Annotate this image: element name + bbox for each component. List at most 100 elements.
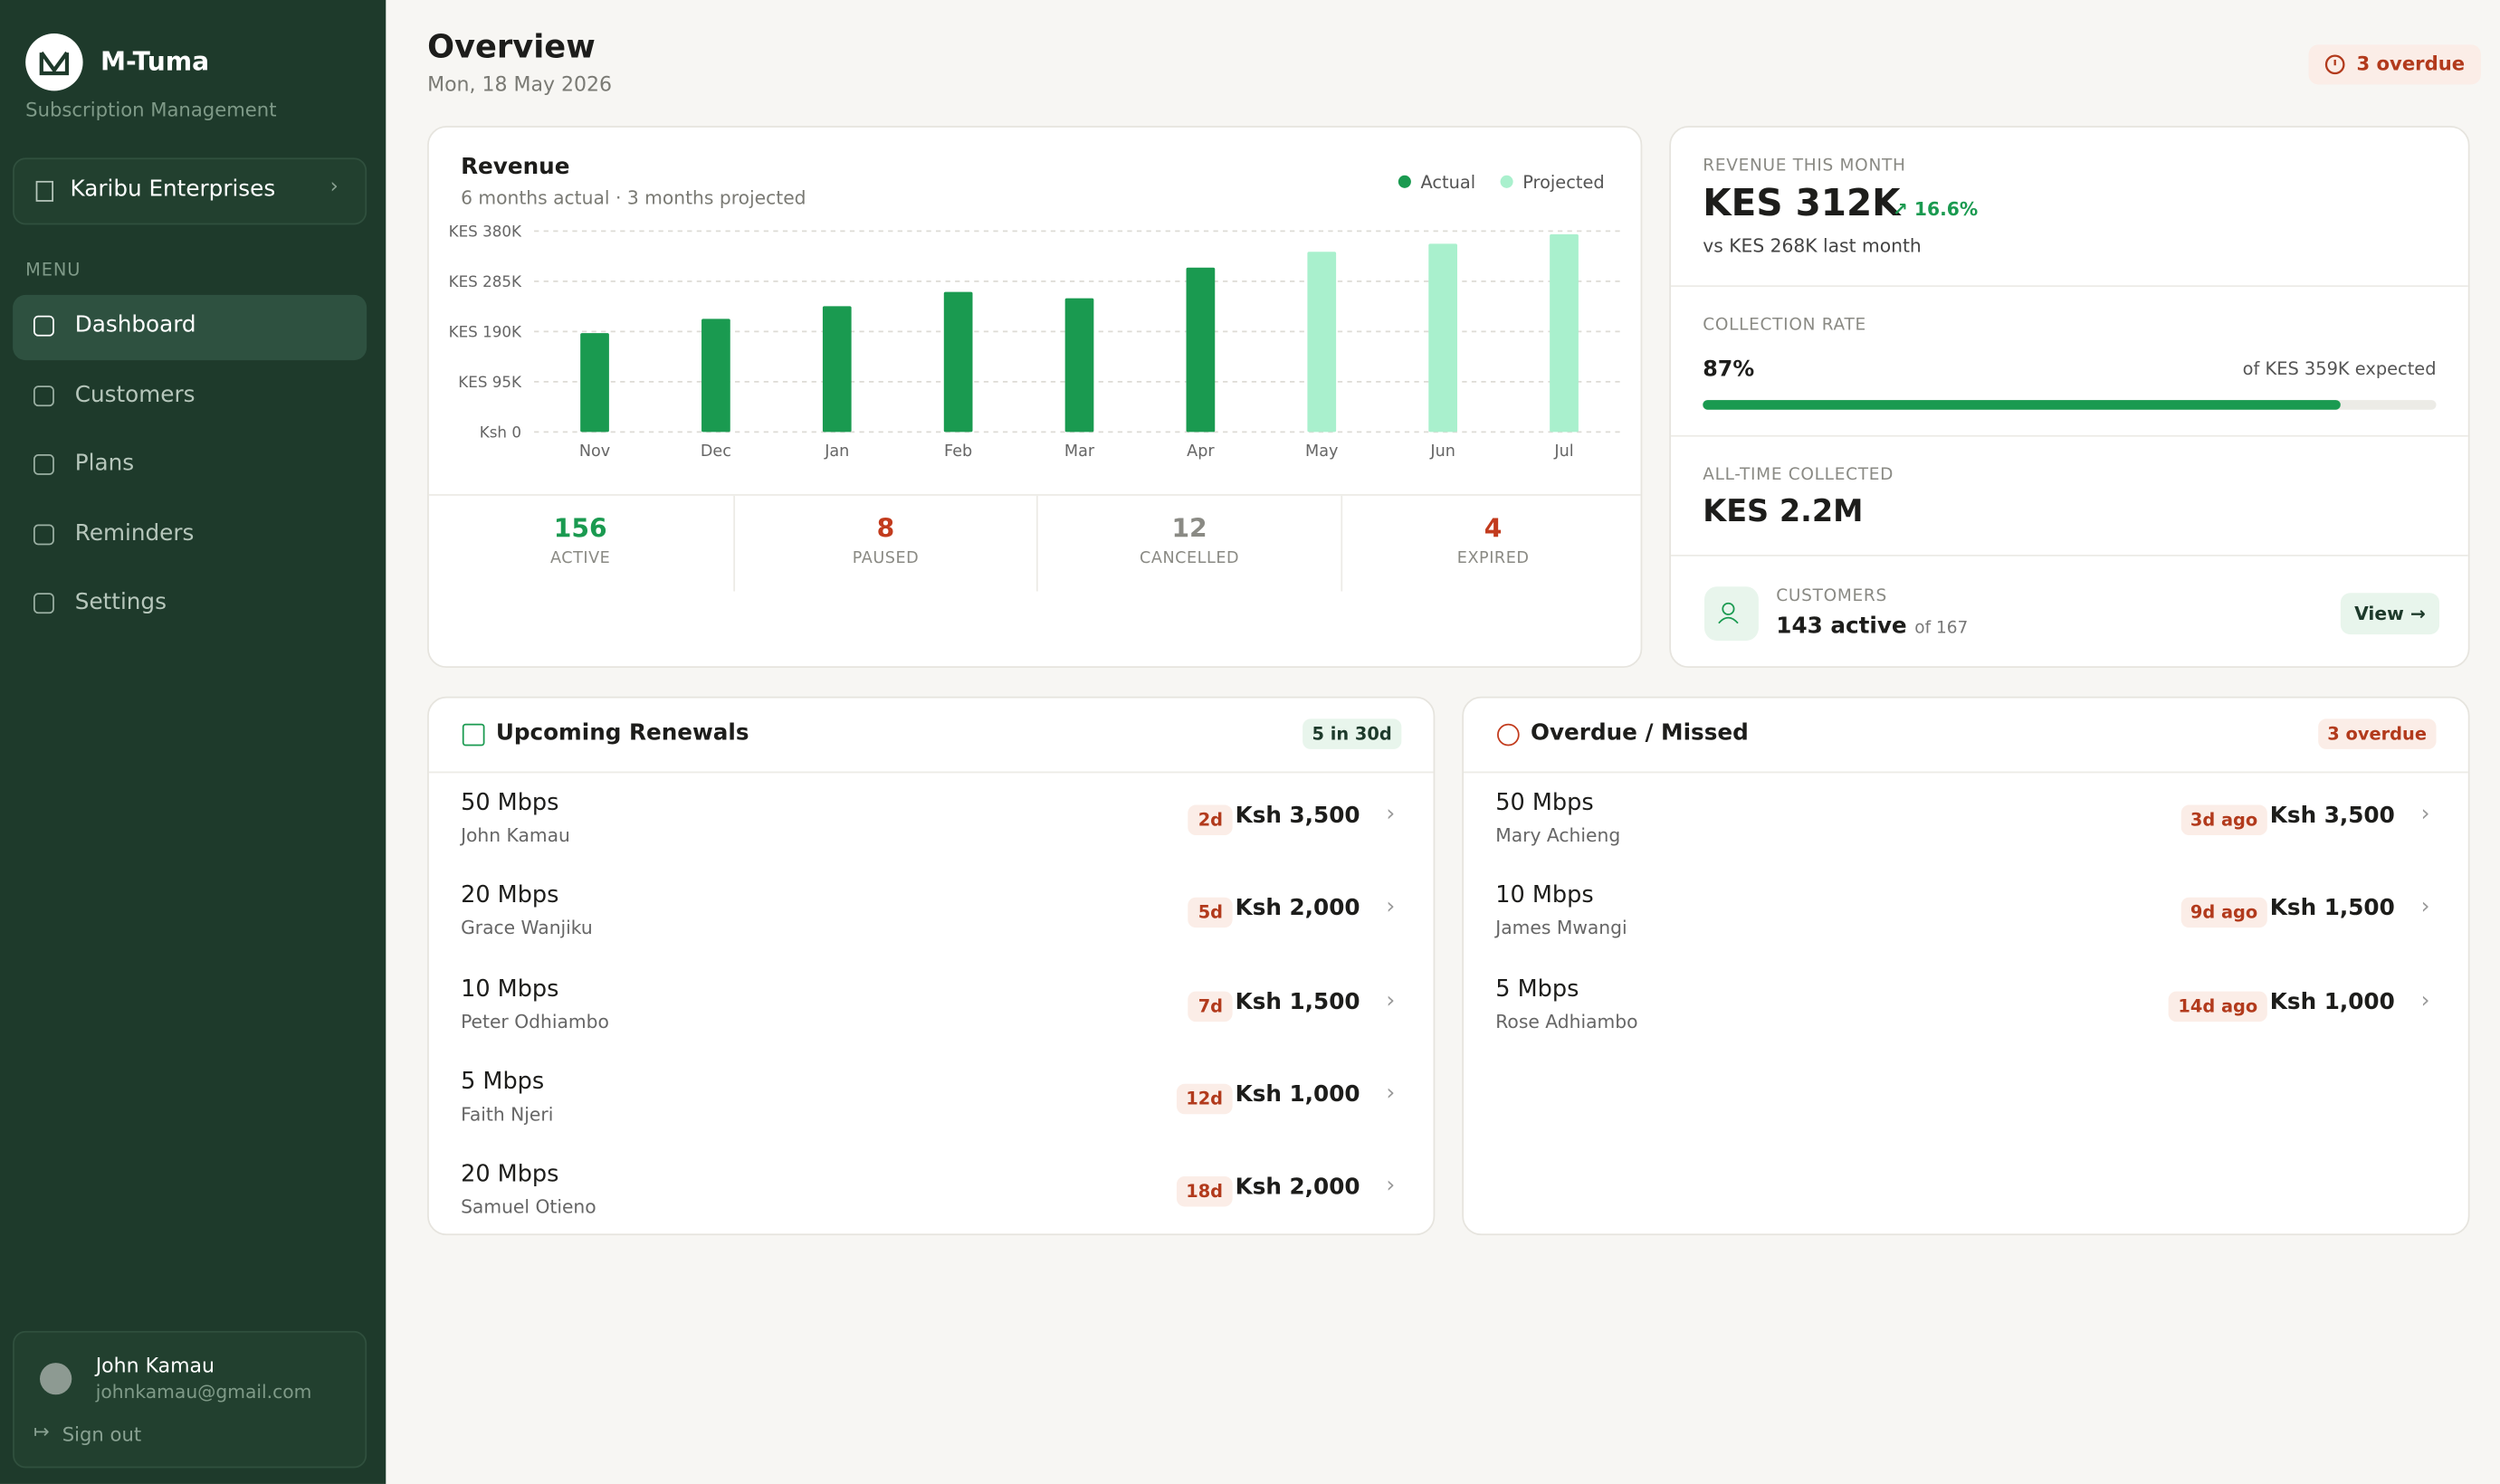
y-tick-label: KES 380K bbox=[449, 223, 522, 241]
status-value: 12 bbox=[1171, 513, 1207, 544]
x-tick-label: Nov bbox=[579, 442, 610, 461]
row-amount: Ksh 2,000 bbox=[1235, 1175, 1360, 1201]
row-due: 9d ago bbox=[2180, 898, 2267, 928]
row-amount: Ksh 1,500 bbox=[1235, 989, 1360, 1015]
row-name: James Mwangi bbox=[1495, 917, 1627, 940]
row-plan: 20 Mbps bbox=[461, 883, 559, 909]
bar bbox=[1186, 267, 1216, 433]
menu-text: Settings bbox=[74, 589, 167, 615]
status-cell: 8 PAUSED bbox=[732, 495, 1036, 592]
menu-item[interactable]: Customers bbox=[13, 364, 367, 429]
org-switcher[interactable]: Karibu Enterprises › bbox=[13, 157, 367, 225]
menu-icon bbox=[33, 523, 54, 545]
list-badge: 3 overdue bbox=[2317, 718, 2437, 749]
row-plan: 10 Mbps bbox=[1495, 883, 1594, 909]
tagline: Subscription Management bbox=[25, 99, 277, 121]
menu-text: Dashboard bbox=[74, 312, 196, 338]
legend-swatch bbox=[1500, 175, 1513, 188]
stat-note: vs KES 268K last month bbox=[1703, 233, 1922, 257]
list-row[interactable]: 10 Mbps James Mwangi 9d ago Ksh 1,500 › bbox=[1464, 866, 2468, 958]
row-plan: 50 Mbps bbox=[461, 790, 559, 816]
list-row[interactable]: 10 Mbps Peter Odhiambo 7d Ksh 1,500 › bbox=[429, 959, 1434, 1051]
menu-text: Reminders bbox=[74, 520, 195, 547]
legend-label: Projected bbox=[1522, 172, 1604, 193]
stat-value: KES 2.2M bbox=[1703, 494, 1864, 529]
row-name: Grace Wanjiku bbox=[461, 917, 593, 940]
row-name: Faith Njeri bbox=[461, 1102, 554, 1126]
list-row[interactable]: 50 Mbps John Kamau 2d Ksh 3,500 › bbox=[429, 773, 1434, 865]
row-chevron: › bbox=[1386, 894, 1396, 920]
stat-label: REVENUE THIS MONTH bbox=[1703, 156, 1906, 176]
row-chevron: › bbox=[2420, 894, 2430, 920]
menu-item[interactable]: Dashboard bbox=[13, 294, 367, 361]
customers-total: of 167 bbox=[1914, 618, 1969, 638]
status-label: ACTIVE bbox=[549, 549, 611, 568]
row-due: 5d bbox=[1188, 898, 1233, 928]
status-value: 4 bbox=[1484, 513, 1503, 544]
row-due: 7d bbox=[1188, 990, 1233, 1022]
brand: M-Tuma bbox=[100, 46, 210, 77]
list-row[interactable]: 20 Mbps Grace Wanjiku 5d Ksh 2,000 › bbox=[429, 866, 1434, 958]
divider bbox=[1464, 771, 2468, 774]
row-amount: Ksh 1,000 bbox=[2269, 989, 2395, 1015]
x-tick-label: Mar bbox=[1064, 442, 1095, 461]
row-amount: Ksh 2,000 bbox=[1235, 896, 1360, 922]
list-row[interactable]: 5 Mbps Rose Adhiambo 14d ago Ksh 1,000 › bbox=[1464, 959, 2468, 1051]
bar bbox=[1064, 298, 1094, 433]
view-button[interactable]: View → bbox=[2340, 593, 2440, 635]
progress-bar bbox=[1703, 400, 2342, 410]
rate-value: 87% bbox=[1703, 357, 1755, 383]
row-name: John Kamau bbox=[461, 823, 570, 847]
list-row[interactable]: 20 Mbps Samuel Otieno 18d Ksh 2,000 › bbox=[429, 1145, 1434, 1237]
row-due: 2d bbox=[1188, 804, 1233, 836]
sign-out[interactable]: Sign out bbox=[62, 1423, 142, 1446]
chart-title: Revenue bbox=[461, 154, 570, 181]
bar bbox=[943, 291, 973, 433]
bar bbox=[701, 319, 730, 433]
overdue-card: Overdue / Missed 3 overdue 50 Mbps Mary Ach… bbox=[1462, 696, 2470, 1236]
menu-item[interactable]: Settings bbox=[13, 572, 367, 637]
row-name: Rose Adhiambo bbox=[1495, 1010, 1638, 1032]
bar bbox=[822, 306, 852, 433]
bar bbox=[1307, 252, 1337, 433]
row-name: Mary Achieng bbox=[1495, 823, 1621, 847]
x-tick-label: Feb bbox=[944, 442, 972, 461]
y-tick-label: KES 285K bbox=[449, 272, 522, 290]
stat-change: ↗ 16.6% bbox=[1892, 197, 1979, 221]
list-title: Overdue / Missed bbox=[1531, 720, 1749, 747]
overdue-badge[interactable]: 3 overdue bbox=[2308, 44, 2481, 85]
menu-text: Plans bbox=[74, 451, 135, 477]
bar bbox=[580, 333, 609, 433]
x-tick-label: Apr bbox=[1187, 442, 1215, 461]
legend-label: Actual bbox=[1420, 172, 1475, 193]
list-icon bbox=[1497, 723, 1520, 747]
progress-track bbox=[1703, 400, 2437, 410]
bar bbox=[1550, 233, 1579, 433]
list-title: Upcoming Renewals bbox=[495, 720, 749, 747]
status-cell: 12 CANCELLED bbox=[1035, 495, 1341, 592]
menu-item[interactable]: Plans bbox=[13, 433, 367, 499]
renewals-card: Upcoming Renewals 5 in 30d 50 Mbps John Kam… bbox=[427, 696, 1436, 1237]
row-name: Peter Odhiambo bbox=[461, 1010, 609, 1032]
row-chevron: › bbox=[1386, 1080, 1396, 1107]
row-amount: Ksh 3,500 bbox=[2269, 803, 2395, 829]
row-amount: Ksh 1,000 bbox=[1235, 1081, 1360, 1108]
menu-label: MENU bbox=[25, 260, 81, 281]
row-chevron: › bbox=[1386, 802, 1396, 828]
bar bbox=[1428, 243, 1457, 433]
menu-item[interactable]: Reminders bbox=[13, 503, 367, 568]
change-value: 16.6% bbox=[1913, 197, 1979, 221]
list-row[interactable]: 5 Mbps Faith Njeri 12d Ksh 1,000 › bbox=[429, 1051, 1434, 1144]
row-chevron: › bbox=[1386, 1173, 1396, 1199]
row-plan: 10 Mbps bbox=[461, 976, 559, 1003]
revenue-chart: Ksh 0 KES 95K KES 190K KES 285K KES 380K Nov D… bbox=[449, 172, 1625, 461]
legend-swatch bbox=[1398, 175, 1411, 188]
revenue-card: Revenue 6 months actual · 3 months proje… bbox=[427, 126, 1643, 669]
row-due: 14d ago bbox=[2168, 990, 2267, 1022]
row-chevron: › bbox=[2420, 987, 2430, 1013]
menu-icon bbox=[33, 385, 54, 406]
list-badge: 5 in 30d bbox=[1302, 718, 1402, 749]
list-row[interactable]: 50 Mbps Mary Achieng 3d ago Ksh 3,500 › bbox=[1464, 773, 2468, 865]
status-label: CANCELLED bbox=[1140, 549, 1240, 568]
